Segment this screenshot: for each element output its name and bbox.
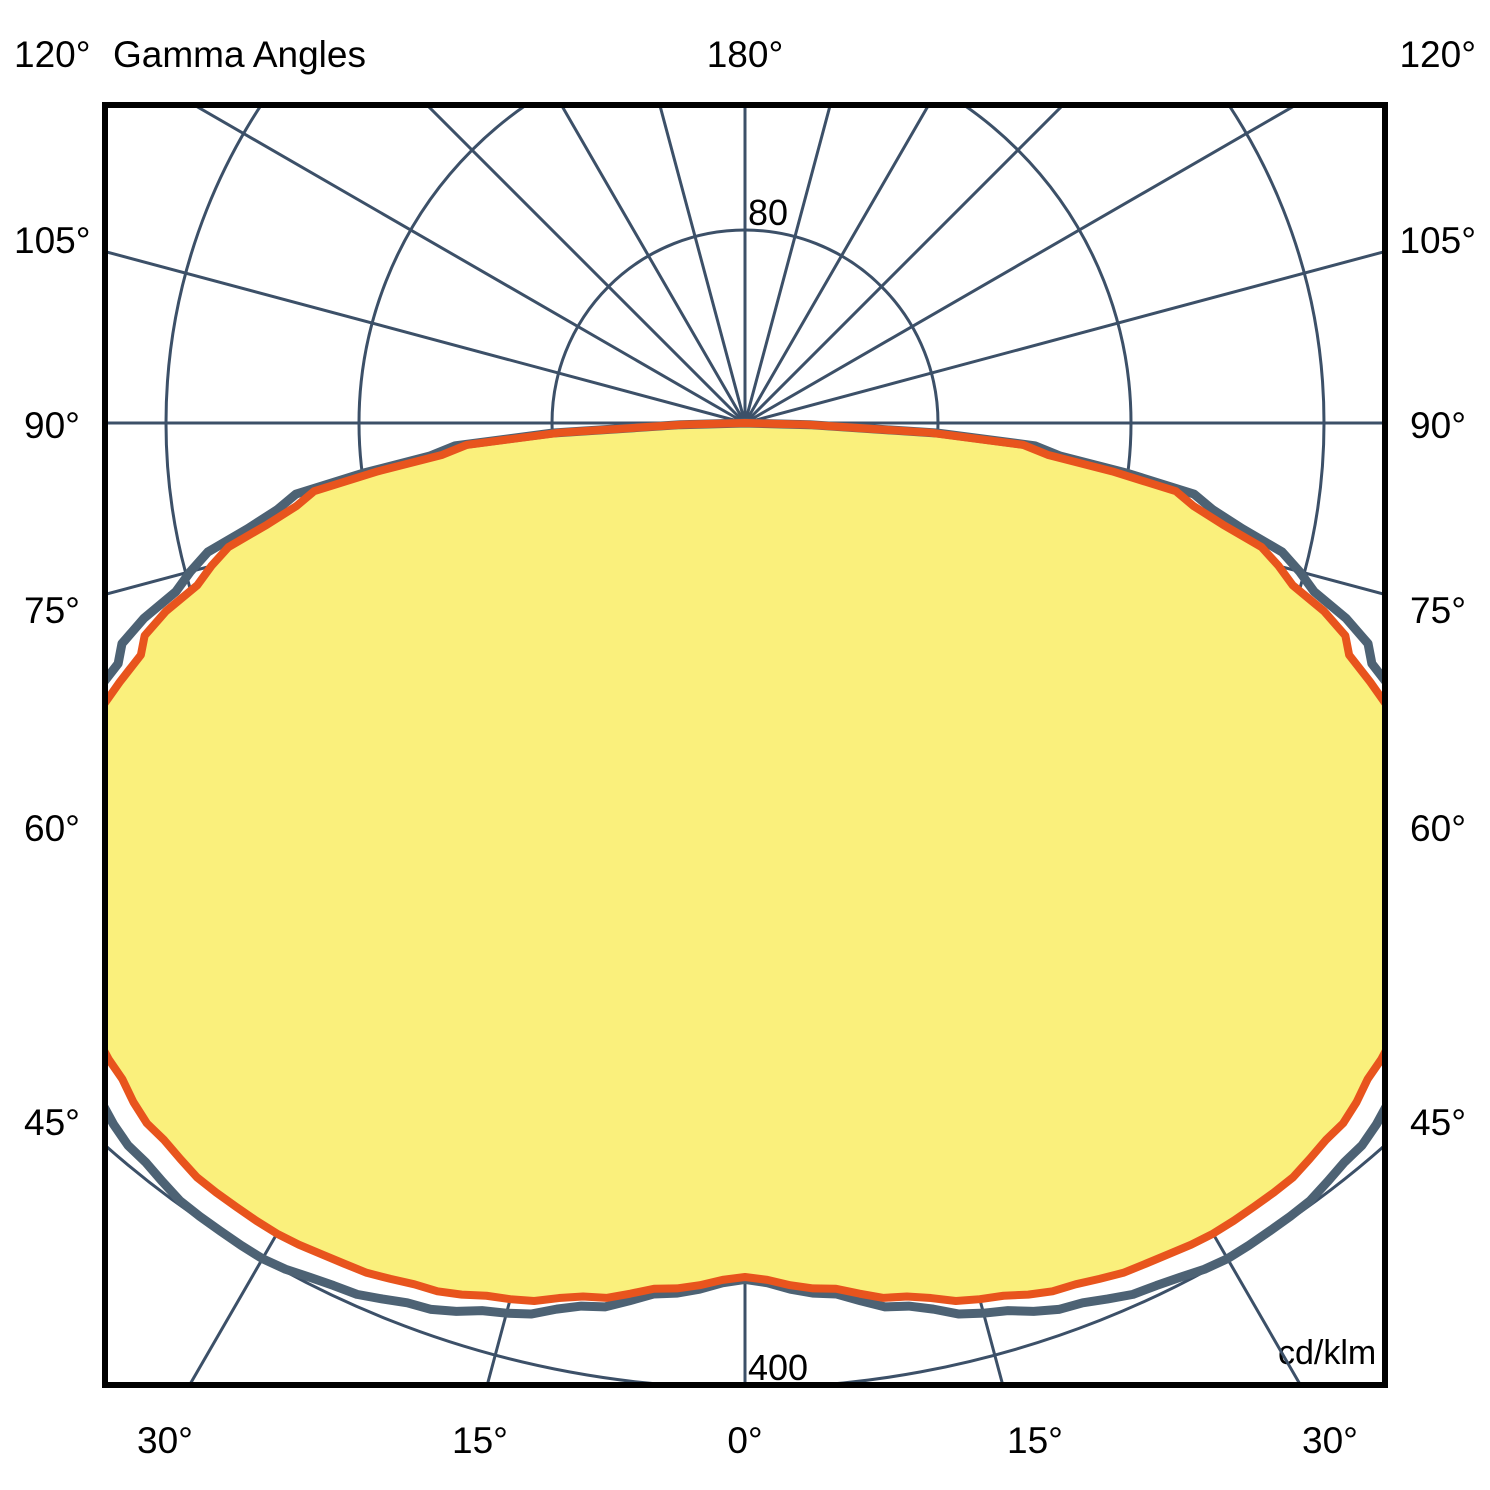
grid-ray: [424, 105, 747, 425]
gamma-label-right-45: 45°: [1410, 1102, 1466, 1143]
gamma-label-left-60: 60°: [24, 808, 80, 849]
gamma-label-bottom-15-left: 15°: [452, 1420, 508, 1461]
gamma-label-right-75: 75°: [1410, 590, 1466, 631]
gamma-label-right-105: 105°: [1399, 220, 1476, 261]
grid-ray: [743, 105, 832, 424]
unit-label: cd/klm: [1278, 1334, 1377, 1372]
gamma-label-bottom-15-right: 15°: [1007, 1420, 1063, 1461]
ring-label-400: 400: [748, 1347, 809, 1388]
intensity-curve-c90-c270: [105, 419, 1385, 1305]
gamma-label-top-180: 180°: [706, 34, 784, 75]
gamma-label-left-75: 75°: [24, 590, 80, 631]
page-title: Gamma Angles: [113, 34, 366, 75]
grid-ray: [744, 249, 1385, 425]
gamma-label-right-60: 60°: [1410, 808, 1466, 849]
grid-ray: [744, 105, 1299, 425]
intensity-fill: [105, 423, 1385, 1301]
gamma-label-bottom-30-right: 30°: [1302, 1420, 1358, 1461]
grid-ray: [743, 105, 1066, 425]
gamma-label-left-90: 90°: [24, 405, 80, 446]
grid-ray: [105, 249, 746, 425]
gamma-label-left-105: 105°: [14, 220, 91, 261]
grid-ray: [191, 105, 746, 425]
gamma-label-right-90: 90°: [1410, 405, 1466, 446]
gamma-label-left-120: 120°: [14, 34, 91, 75]
intensity-curves: [105, 418, 1385, 1319]
gamma-label-left-45: 45°: [24, 1102, 80, 1143]
gamma-label-bottom-30-left: 30°: [137, 1420, 193, 1461]
gamma-label-right-120: 120°: [1399, 34, 1476, 75]
plot-border: [102, 102, 1388, 1388]
gamma-label-bottom-0: 0°: [727, 1420, 763, 1461]
ring-label-upper-80: 80: [748, 192, 789, 233]
grid-ray: [658, 105, 747, 424]
